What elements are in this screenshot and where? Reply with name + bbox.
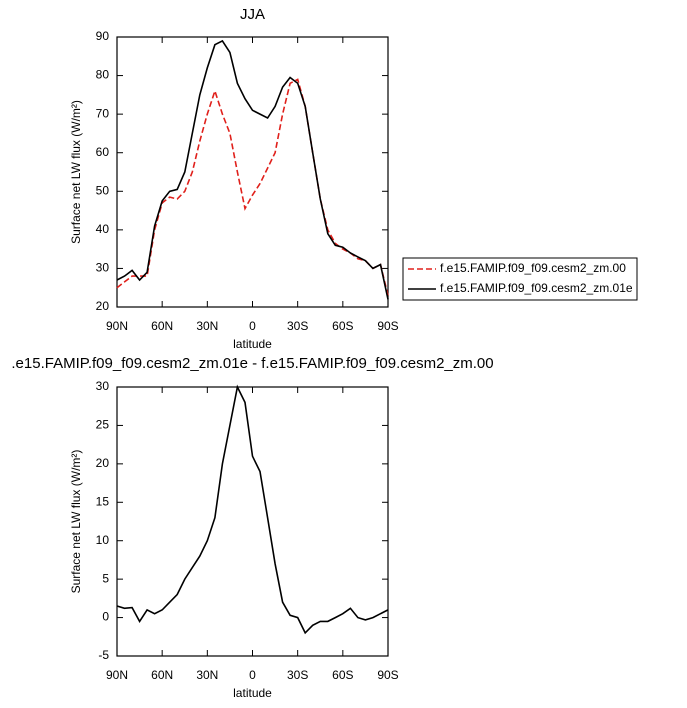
y-axis-label: Surface net LW flux (W/m²) <box>69 100 83 244</box>
x-tick-label: 60N <box>151 668 173 682</box>
x-tick-label: 30N <box>196 668 218 682</box>
data-line <box>116 39 389 300</box>
x-tick-label: 30N <box>196 319 218 333</box>
y-tick-label: 20 <box>96 299 110 313</box>
x-tick-label: 90S <box>377 668 398 682</box>
y-tick-label: 0 <box>102 610 109 624</box>
legend-label: f.e15.FAMIP.f09_f09.cesm2_zm.01e <box>440 281 633 295</box>
x-tick-label: 0 <box>249 319 256 333</box>
x-axis-label: latitude <box>233 337 272 351</box>
x-axis-label: latitude <box>233 686 272 700</box>
y-tick-label: 50 <box>96 183 110 197</box>
chart-title: JJA <box>240 6 265 23</box>
y-tick-label: 90 <box>96 29 110 43</box>
legend-label: f.e15.FAMIP.f09_f09.cesm2_zm.00 <box>440 261 626 275</box>
y-tick-label: 70 <box>96 106 110 120</box>
chart-title: .e15.FAMIP.f09_f09.cesm2_zm.01e - f.e15.… <box>11 355 493 372</box>
data-line <box>116 78 389 296</box>
legend-box <box>402 257 638 301</box>
x-tick-label: 0 <box>249 668 256 682</box>
y-tick-label: 15 <box>96 494 110 508</box>
y-tick-label: 60 <box>96 145 110 159</box>
x-tick-label: 60N <box>151 319 173 333</box>
y-axis-label: Surface net LW flux (W/m²) <box>69 450 83 594</box>
x-tick-label: 90N <box>106 668 128 682</box>
x-tick-label: 60S <box>332 668 353 682</box>
plot-frame <box>116 36 389 308</box>
y-tick-label: -5 <box>98 648 109 662</box>
x-tick-label: 30S <box>287 668 308 682</box>
x-tick-label: 90N <box>106 319 128 333</box>
plot-frame <box>116 386 389 657</box>
y-tick-label: 5 <box>102 571 109 585</box>
y-tick-label: 25 <box>96 418 110 432</box>
y-tick-label: 30 <box>96 261 110 275</box>
y-tick-label: 80 <box>96 68 110 82</box>
y-tick-label: 40 <box>96 222 110 236</box>
y-tick-label: 10 <box>96 533 110 547</box>
data-line <box>116 384 389 635</box>
y-tick-label: 30 <box>96 379 110 393</box>
x-tick-label: 30S <box>287 319 308 333</box>
x-tick-label: 60S <box>332 319 353 333</box>
y-tick-label: 20 <box>96 456 110 470</box>
x-tick-label: 90S <box>377 319 398 333</box>
